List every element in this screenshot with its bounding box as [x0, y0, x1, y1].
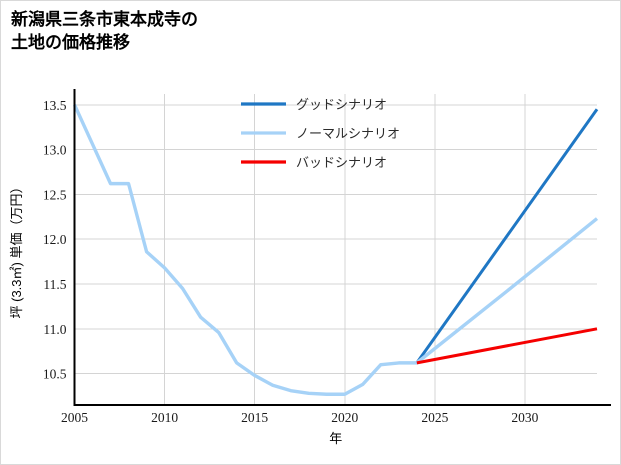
y-tick-label: 11.0	[43, 322, 66, 337]
y-tick-label: 12.5	[43, 187, 67, 202]
x-tick-label: 2025	[421, 410, 448, 425]
x-tick-label: 2010	[151, 410, 178, 425]
legend-label-2: バッドシナリオ	[296, 155, 387, 170]
x-tick-labels: 2005 2010 2015 2020 2025 2030	[61, 410, 539, 425]
y-tick-label: 13.0	[43, 143, 67, 158]
series-line-0	[415, 108, 599, 364]
y-gridlines	[74, 104, 597, 375]
y-tick-label: 12.0	[43, 232, 67, 247]
x-tick-label: 2005	[61, 410, 88, 425]
series-line-2	[416, 327, 598, 365]
axis-titles: 年 坪 (3.3㎡) 単価（万円）	[9, 181, 342, 446]
series-line-1	[72, 104, 599, 396]
x-tick-label: 2020	[331, 410, 358, 425]
y-tick-label: 13.5	[43, 98, 67, 113]
x-axis-title: 年	[329, 431, 342, 446]
series-lines	[72, 104, 599, 396]
y-tick-labels: 10.5 11.0 11.5 12.0 12.5 13.0 13.5	[43, 98, 67, 382]
x-tick-label: 2015	[241, 410, 268, 425]
x-tick-label: 2030	[511, 410, 538, 425]
y-axis-title: 坪 (3.3㎡) 単価（万円）	[9, 181, 24, 319]
legend-label-1: ノーマルシナリオ	[296, 126, 400, 141]
axis-spines	[73, 89, 611, 407]
y-tick-label: 10.5	[43, 367, 67, 382]
y-tick-label: 11.5	[43, 277, 66, 292]
legend-label-0: グッドシナリオ	[296, 97, 387, 112]
page-title: 新潟県三条市東本成寺の 土地の価格推移	[11, 10, 198, 52]
